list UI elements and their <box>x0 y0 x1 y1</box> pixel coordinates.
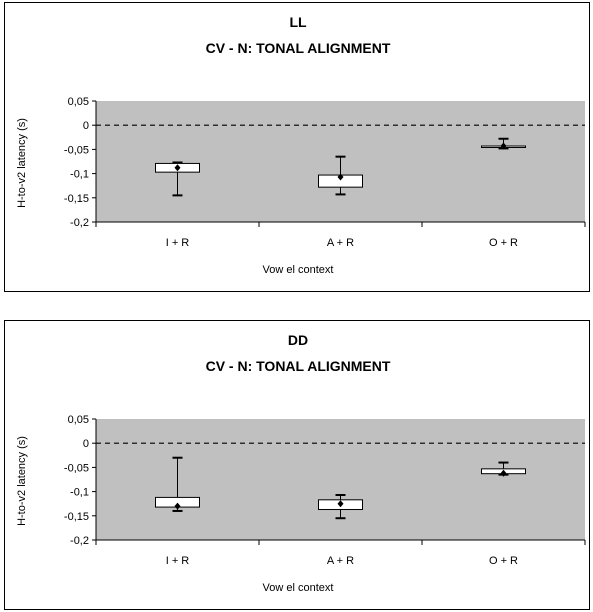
median-marker <box>500 469 507 477</box>
x-tick-label: A + R <box>327 555 354 567</box>
y-axis-label: H-to-v2 latency (s) <box>16 118 28 208</box>
plot-background <box>96 419 585 540</box>
x-axis-label: Vow el context <box>263 264 334 276</box>
x-tick-label: O + R <box>489 237 518 249</box>
chart-dd-svg: DD CV - N: TONAL ALIGNMENT 0,05 0 -0,05 -0,… <box>16 332 586 594</box>
median-marker <box>500 142 507 150</box>
chart-title: DD <box>288 332 308 348</box>
y-tick-label: -0,15 <box>64 511 89 523</box>
y-tick-label: -0,15 <box>64 193 89 205</box>
chart-subtitle: CV - N: TONAL ALIGNMENT <box>206 40 391 56</box>
y-tick-label: 0,05 <box>68 96 89 108</box>
median-marker <box>174 164 181 172</box>
chart-title: LL <box>289 14 307 30</box>
median-marker <box>174 502 181 510</box>
median-marker <box>337 173 344 181</box>
x-tick-label: A + R <box>327 237 354 249</box>
y-tick-label: -0,05 <box>64 462 89 474</box>
chart-dd: DD CV - N: TONAL ALIGNMENT 0,05 0 -0,05 -0,… <box>4 320 590 610</box>
x-tick-label: I + R <box>166 555 190 567</box>
y-tick-label: 0,05 <box>68 414 89 426</box>
y-tick-label: -0,1 <box>70 169 89 181</box>
y-tick-label: -0,05 <box>64 144 89 156</box>
chart-subtitle: CV - N: TONAL ALIGNMENT <box>206 358 391 374</box>
x-tick-label: O + R <box>489 555 518 567</box>
chart-ll-svg: LL CV - N: TONAL ALIGNMENT 0,05 0 -0,05 -0,… <box>16 14 586 276</box>
y-tick-label: -0,1 <box>70 487 89 499</box>
median-marker <box>337 500 344 508</box>
plot-area: 0,05 0 -0,05 -0,1 -0,15 -0,2 I + R A + R O + R <box>64 96 586 249</box>
chart-ll: LL CV - N: TONAL ALIGNMENT 0,05 0 -0,05 -0,… <box>4 2 590 292</box>
y-tick-label: 0 <box>83 438 89 450</box>
plot-area: 0,05 0 -0,05 -0,1 -0,15 -0,2 I + R A + R O + R <box>64 414 586 567</box>
x-tick-label: I + R <box>166 237 190 249</box>
y-tick-label: -0,2 <box>70 217 89 229</box>
y-axis-label: H-to-v2 latency (s) <box>16 436 28 526</box>
y-tick-label: 0 <box>83 120 89 132</box>
y-tick-label: -0,2 <box>70 535 89 547</box>
x-axis-label: Vow el context <box>263 582 334 594</box>
